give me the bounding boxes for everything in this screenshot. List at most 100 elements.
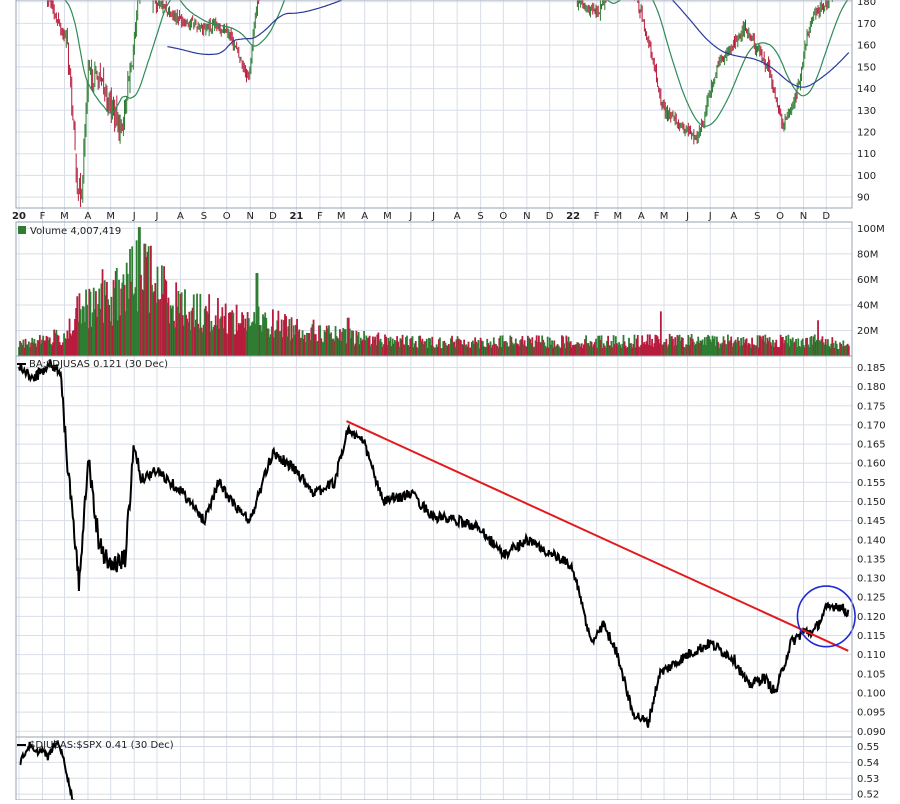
volume-bar [667,344,670,356]
volume-bar [297,331,300,356]
volume-bar [223,315,226,356]
volume-bar [103,280,106,356]
volume-bar [462,344,464,356]
x-tick-label: O [223,211,231,222]
volume-bar [746,344,749,356]
volume-bar [459,340,462,356]
volume-bar [751,337,753,356]
volume-bar [312,319,315,356]
volume-bar [528,337,530,356]
volume-bar [207,313,209,356]
volume-bar [630,343,633,356]
y-tick-label: 0.105 [857,669,886,680]
volume-bar [374,336,377,356]
volume-bar [809,337,812,356]
volume-bar [208,294,211,356]
volume-bar [435,344,438,356]
volume-bar [336,337,339,356]
volume-bar [138,227,141,356]
volume-bar [643,341,646,356]
volume-bar [631,347,634,356]
volume-bar [235,304,238,356]
volume-bar [512,344,515,356]
volume-bar [821,336,824,356]
volume-bar [219,318,222,356]
volume-bar [595,338,597,356]
volume-bar [398,346,401,356]
volume-bar [309,340,312,356]
volume-bar [684,347,686,356]
volume-bar [30,342,32,356]
volume-bar [835,343,838,356]
volume-bar [173,320,175,356]
volume-bar [411,336,414,356]
x-tick-label: 20 [12,211,26,222]
volume-bar [463,339,466,356]
volume-bar [71,330,74,356]
rs-trendline [346,420,849,652]
volume-bar [404,337,407,356]
volume-bar [744,339,747,356]
volume-bar [181,315,184,356]
volume-bar [333,340,336,356]
x-tick-label: 22 [566,211,580,222]
volume-bar [74,318,76,356]
volume-bar [781,337,784,356]
volume-bar [44,340,47,356]
volume-bar [222,328,225,356]
volume-bar [834,340,837,356]
volume-bar [464,345,467,356]
volume-bar [808,347,811,356]
volume-bar [25,344,28,356]
volume-bar [191,307,194,356]
volume-bar [351,330,353,356]
volume-bar [843,346,846,356]
rs-breakout-circle [796,585,856,648]
volume-bar [52,342,54,356]
volume-bar [67,338,70,356]
y-tick-label: 0.145 [857,516,886,527]
volume-bar [98,288,101,356]
y-tick-label: 60M [857,275,878,286]
volume-bar [81,306,84,356]
volume-bar [332,338,335,356]
volume-bar [496,345,499,356]
volume-bar [341,331,344,356]
volume-bar [134,287,137,356]
volume-bar [535,335,538,356]
volume-bar [817,320,819,356]
x-tick-label: D [822,211,830,222]
volume-bar [700,341,703,356]
volume-bar [743,342,746,356]
axis-labels: 20 F M A M J J A S O N D 21 F M A M J J A S O N D 22 F M A M J J A S O N D 9… [12,0,886,801]
volume-bar [521,336,524,356]
volume-bar [661,344,663,356]
industry-vs-spx-line [19,739,76,804]
volume-bar [423,341,426,356]
volume-bar [483,346,485,356]
volume-bar [691,338,694,356]
y-tick-label: 140 [857,84,876,95]
volume-bar [641,335,644,356]
volume-bar [802,345,805,356]
y-tick-label: 80M [857,249,878,260]
volume-bar [68,318,71,356]
volume-bar [387,337,390,356]
volume-bar [118,279,120,356]
volume-bar [583,344,585,356]
volume-bar [513,343,516,356]
volume-bar [692,341,695,356]
volume-bar [523,340,526,356]
volume-bar [389,336,392,356]
volume-bar [93,309,96,356]
volume-bar [556,344,559,356]
volume-bar [304,342,307,356]
volume-bar [672,338,674,356]
volume-bar [841,346,844,356]
volume-bar [165,280,168,356]
rs-legend: BA:$DJUSAS 0.121 (30 Dec) [17,359,168,370]
x-tick-label: M [337,211,346,222]
volume-bar [552,347,555,356]
volume-bar [698,342,701,356]
volume-bar [752,344,755,356]
